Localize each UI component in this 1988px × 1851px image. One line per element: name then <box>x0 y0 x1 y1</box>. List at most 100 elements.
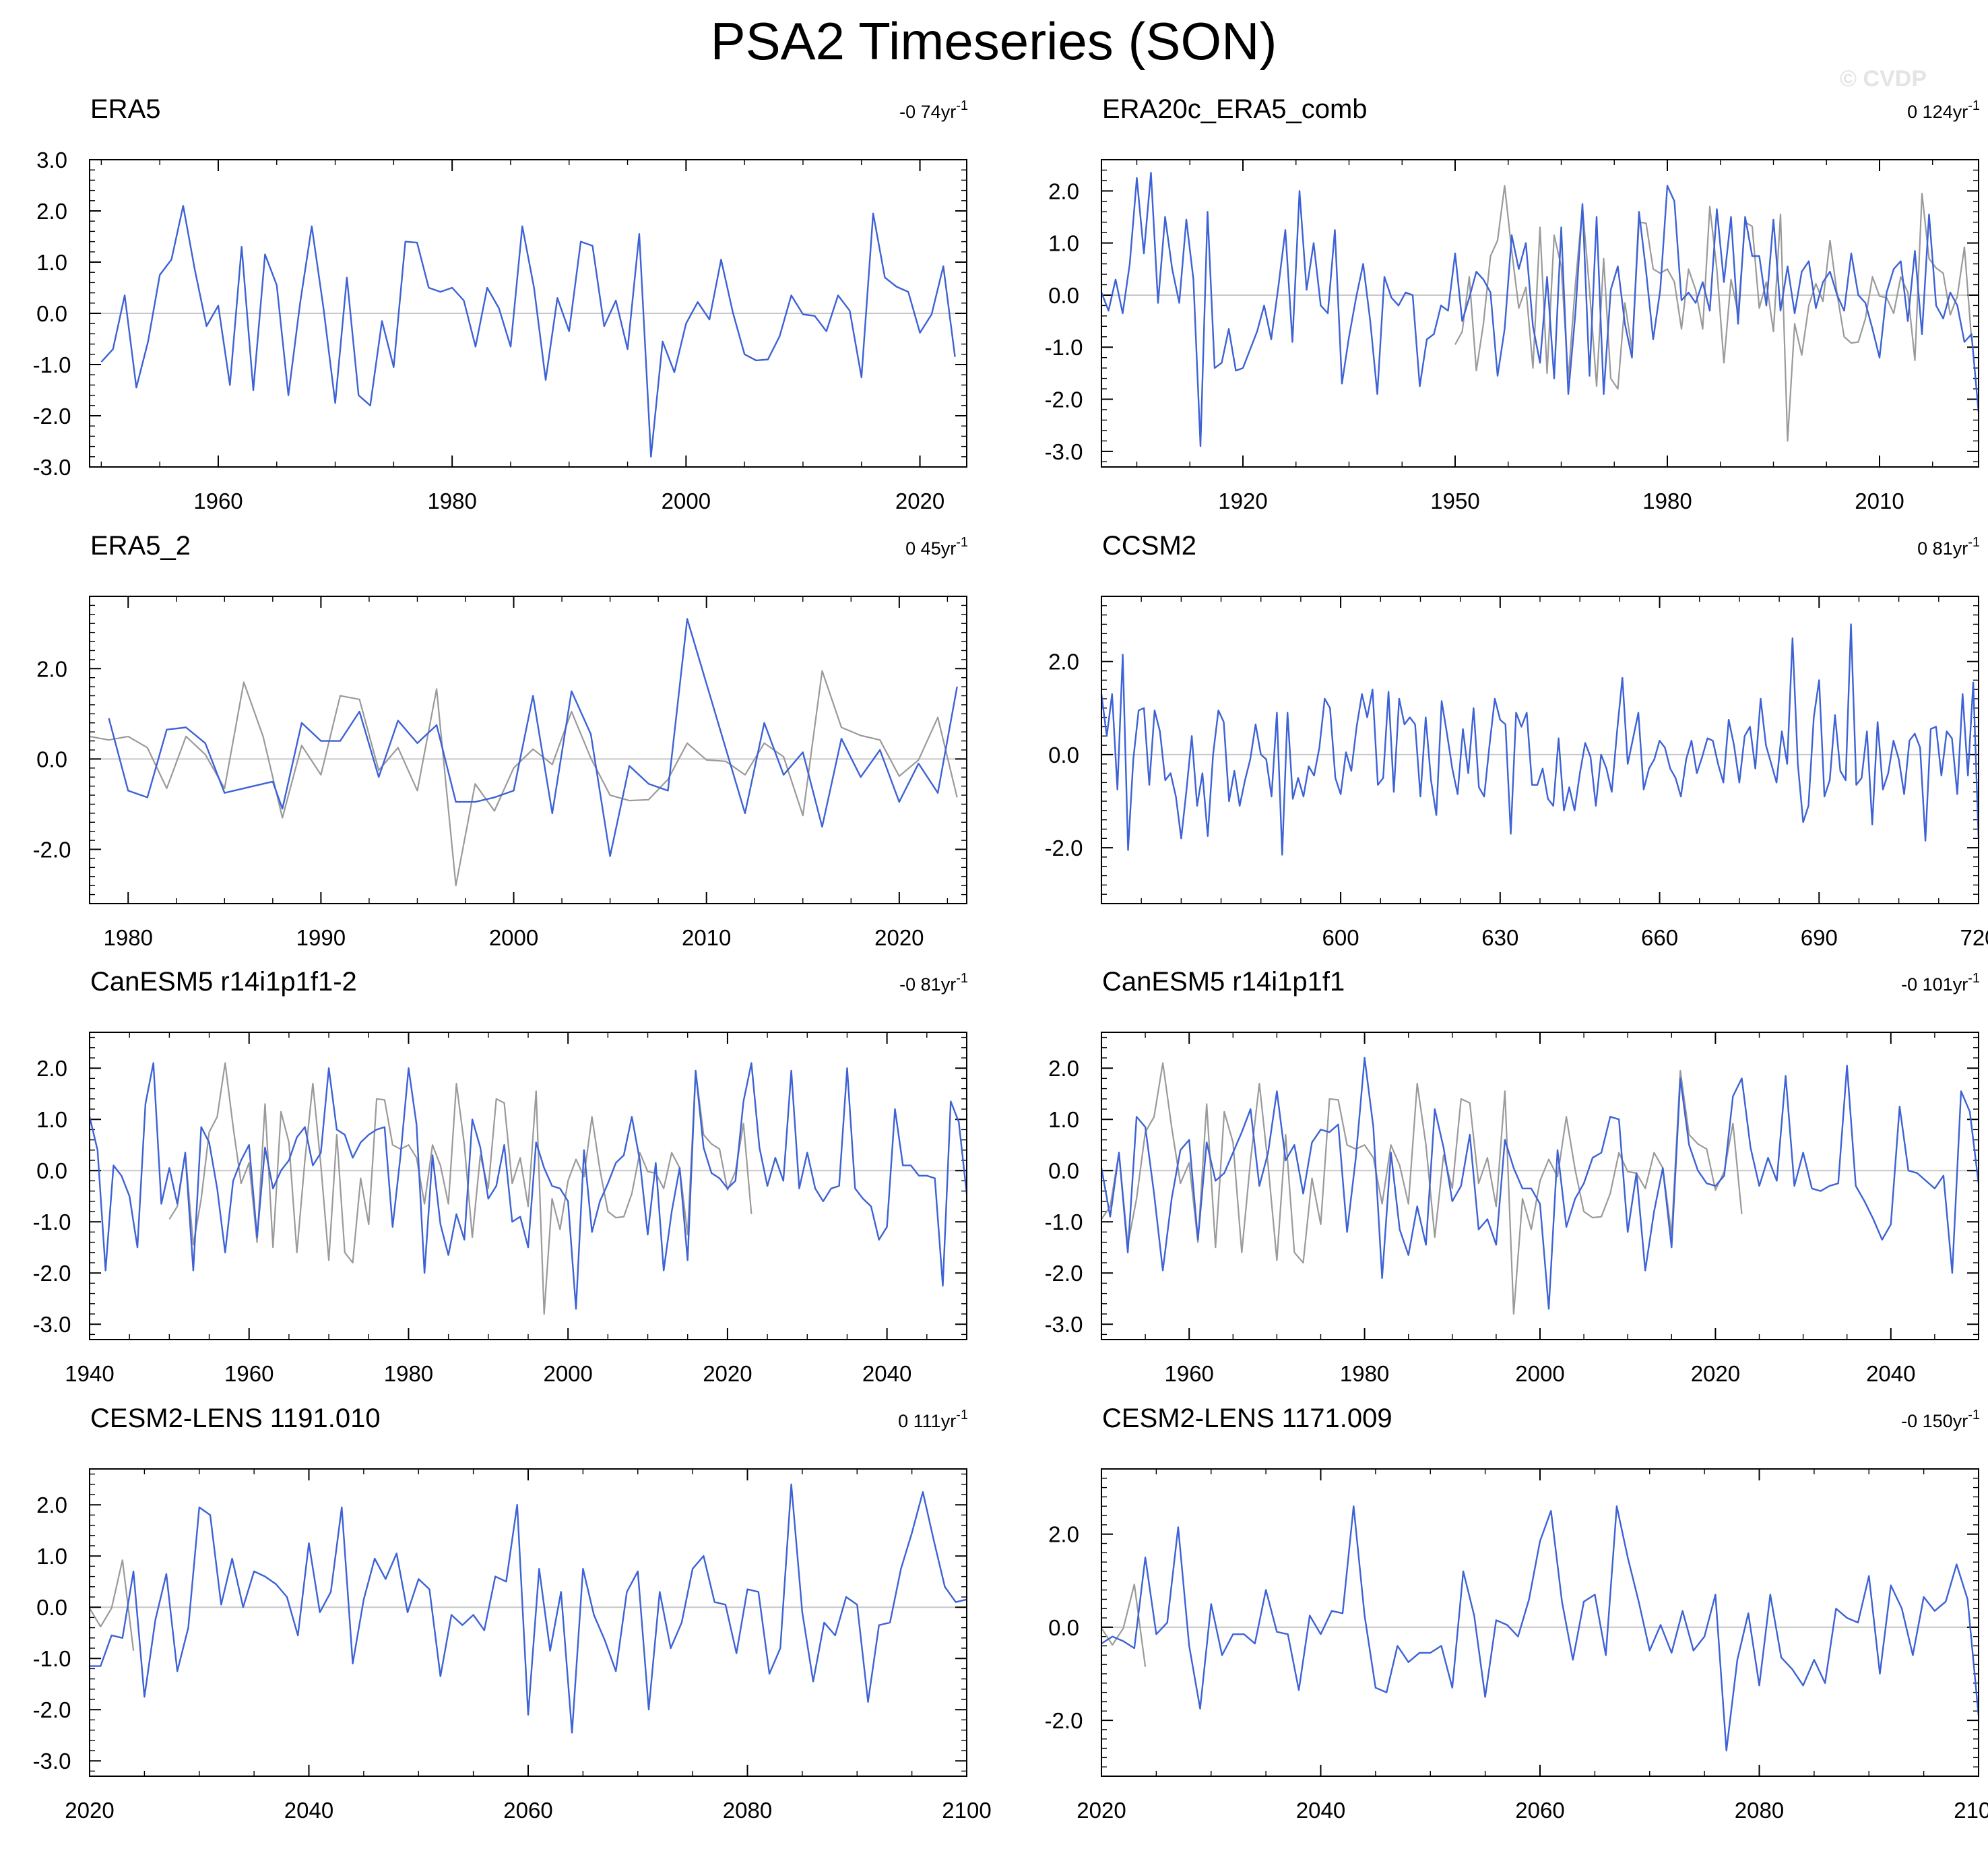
y-tick-label: -3.0 <box>33 1312 71 1337</box>
y-tick-label: 0.0 <box>36 301 67 326</box>
trend-label: 0 81yr-1 <box>1917 535 1980 559</box>
trend-exponent: -1 <box>956 535 968 550</box>
y-tick-label: 2.0 <box>36 1056 67 1081</box>
model-series-line-ccsm2 <box>1100 623 1980 856</box>
panel-era5: ERA5 -0 74yr-1 -3.0 -2.0 -1.0 0.0 1.0 2.0 3.0 196… <box>33 94 968 513</box>
y-tick-label: -1.0 <box>1045 335 1083 360</box>
x-tick-label: 660 <box>1641 925 1678 950</box>
watermark: © CVDP <box>1840 66 1927 92</box>
y-tick-label: 0.0 <box>36 1595 67 1620</box>
x-tick-label: 2040 <box>862 1361 911 1386</box>
y-tick-label: -1.0 <box>1045 1210 1083 1234</box>
y-tick-label: 2.0 <box>36 656 67 681</box>
x-tick-label: 720 <box>1960 925 1988 950</box>
x-tick-label: 2020 <box>874 925 924 950</box>
x-tick-label: 2020 <box>1691 1361 1740 1386</box>
x-tick-label: 1980 <box>427 489 476 513</box>
model-series-line-era5 <box>100 205 956 458</box>
x-tick-label: 690 <box>1801 925 1838 950</box>
panel-ccsm2: CCSM2 0 81yr-1 -2.0 0.0 2.0 600 630 660 690 720 <box>1045 531 1988 950</box>
x-tick-label: 2000 <box>543 1361 592 1386</box>
trend-label: 0 111yr-1 <box>898 1408 968 1431</box>
trend-exponent: -1 <box>1968 98 1980 113</box>
y-tick-label: -3.0 <box>33 455 71 480</box>
x-tick-label: 2040 <box>284 1798 333 1823</box>
x-tick-label: 600 <box>1322 925 1359 950</box>
panel-grid: ERA5 -0 74yr-1 -3.0 -2.0 -1.0 0.0 1.0 2.0 3.0 196… <box>33 94 1988 1823</box>
y-tick-label: 0.0 <box>1048 1615 1079 1640</box>
panel-canesm5-r14i1p1f1-2: CanESM5 r14i1p1f1-2 -0 81yr-1 -3.0 -2.0 -1.0… <box>33 967 968 1386</box>
y-tick-label: -1.0 <box>33 1646 71 1671</box>
x-tick-label: 2100 <box>942 1798 991 1823</box>
obs-series-line-era5 <box>1101 1062 1743 1315</box>
y-tick-label: 1.0 <box>36 1544 67 1569</box>
x-tick-label: 1980 <box>1642 489 1692 513</box>
x-tick-label: 1920 <box>1218 489 1267 513</box>
y-tick-label: -2.0 <box>1045 1708 1083 1733</box>
plot-frame <box>89 1032 967 1340</box>
x-tick-label: 1950 <box>1430 489 1479 513</box>
y-tick-label: -1.0 <box>33 352 71 377</box>
x-tick-label: 2100 <box>1954 1798 1988 1823</box>
y-tick-label: -3.0 <box>1045 1312 1083 1337</box>
trend-label: 0 124yr-1 <box>1907 98 1980 122</box>
y-tick-label: -3.0 <box>33 1749 71 1774</box>
obs-series-line-era5 <box>1101 1583 1147 1667</box>
trend-label: 0 45yr-1 <box>905 535 968 559</box>
panel-title: ERA20c_ERA5_comb <box>1102 94 1368 124</box>
panel-title: CESM2-LENS 1171.009 <box>1102 1404 1392 1433</box>
y-tick-label: -2.0 <box>33 1697 71 1722</box>
x-tick-label: 2060 <box>1515 1798 1564 1823</box>
model-series-line-cesm2-lens-1171-009 <box>1101 1505 1980 1752</box>
y-tick-label: 0.0 <box>1048 1158 1079 1183</box>
x-tick-label: 1990 <box>296 925 346 950</box>
y-tick-label: -1.0 <box>33 1210 71 1234</box>
panel-era5-2: ERA5_2 0 45yr-1 -2.0 0.0 2.0 1980 1990 2000 2010… <box>33 531 968 950</box>
panel-canesm5-r14i1p1f1: CanESM5 r14i1p1f1 -0 101yr-1 -3.0 -2.0 -1.0 0… <box>1045 967 1980 1386</box>
trend-label: -0 81yr-1 <box>899 971 968 995</box>
x-tick-label: 1980 <box>104 925 153 950</box>
model-series-line-era5-2 <box>108 618 958 857</box>
x-tick-label: 2040 <box>1866 1361 1915 1386</box>
panel-title: CESM2-LENS 1191.010 <box>90 1404 381 1433</box>
panel-title: ERA5_2 <box>90 531 191 561</box>
y-tick-label: 2.0 <box>36 199 67 224</box>
model-series-line-cesm2-lens-1191-010 <box>90 1483 967 1734</box>
x-tick-label: 1940 <box>65 1361 114 1386</box>
trend-exponent: -1 <box>956 971 968 986</box>
y-tick-label: 0.0 <box>1048 283 1079 308</box>
x-tick-label: 2010 <box>682 925 731 950</box>
x-tick-label: 1960 <box>193 489 243 513</box>
trend-label: -0 150yr-1 <box>1901 1408 1980 1431</box>
y-tick-label: -2.0 <box>1045 836 1083 860</box>
plot-frame <box>89 1468 967 1777</box>
trend-exponent: -1 <box>1968 971 1980 986</box>
trend-label: -0 74yr-1 <box>899 98 968 122</box>
y-tick-label: 2.0 <box>1048 650 1079 674</box>
y-tick-label: 0.0 <box>36 747 67 772</box>
panel-cesm2-lens-1191-010: CESM2-LENS 1191.010 0 111yr-1 -3.0 -2.0 -1.0… <box>33 1404 992 1823</box>
x-tick-label: 2020 <box>895 489 944 513</box>
panel-era20c-era5-comb: ERA20c_ERA5_comb 0 124yr-1 -3.0 -2.0 -1.0 0.0… <box>1045 94 1980 513</box>
panel-cesm2-lens-1171-009: CESM2-LENS 1171.009 -0 150yr-1 -2.0 0.0 2.0 2… <box>1045 1404 1988 1823</box>
panel-title: CCSM2 <box>1102 531 1196 561</box>
plot-frame <box>1101 159 1979 468</box>
plot-frame <box>89 596 967 904</box>
x-tick-label: 2000 <box>489 925 538 950</box>
model-series-line-canesm5-r14i1p1f1-2 <box>88 1062 968 1310</box>
y-tick-label: 1.0 <box>1048 1107 1079 1132</box>
trend-exponent: -1 <box>1968 535 1980 550</box>
panel-title: ERA5 <box>90 94 161 124</box>
y-tick-label: 1.0 <box>36 1107 67 1132</box>
plot-frame <box>89 159 967 468</box>
x-tick-label: 2020 <box>65 1798 114 1823</box>
trend-label: -0 101yr-1 <box>1901 971 1980 995</box>
x-tick-label: 1980 <box>1340 1361 1389 1386</box>
x-tick-label: 2060 <box>503 1798 552 1823</box>
y-tick-label: -2.0 <box>1045 1261 1083 1286</box>
x-tick-label: 1960 <box>224 1361 274 1386</box>
y-tick-label: 0.0 <box>1048 743 1079 767</box>
y-tick-label: 3.0 <box>36 148 67 172</box>
y-tick-label: 0.0 <box>36 1158 67 1183</box>
